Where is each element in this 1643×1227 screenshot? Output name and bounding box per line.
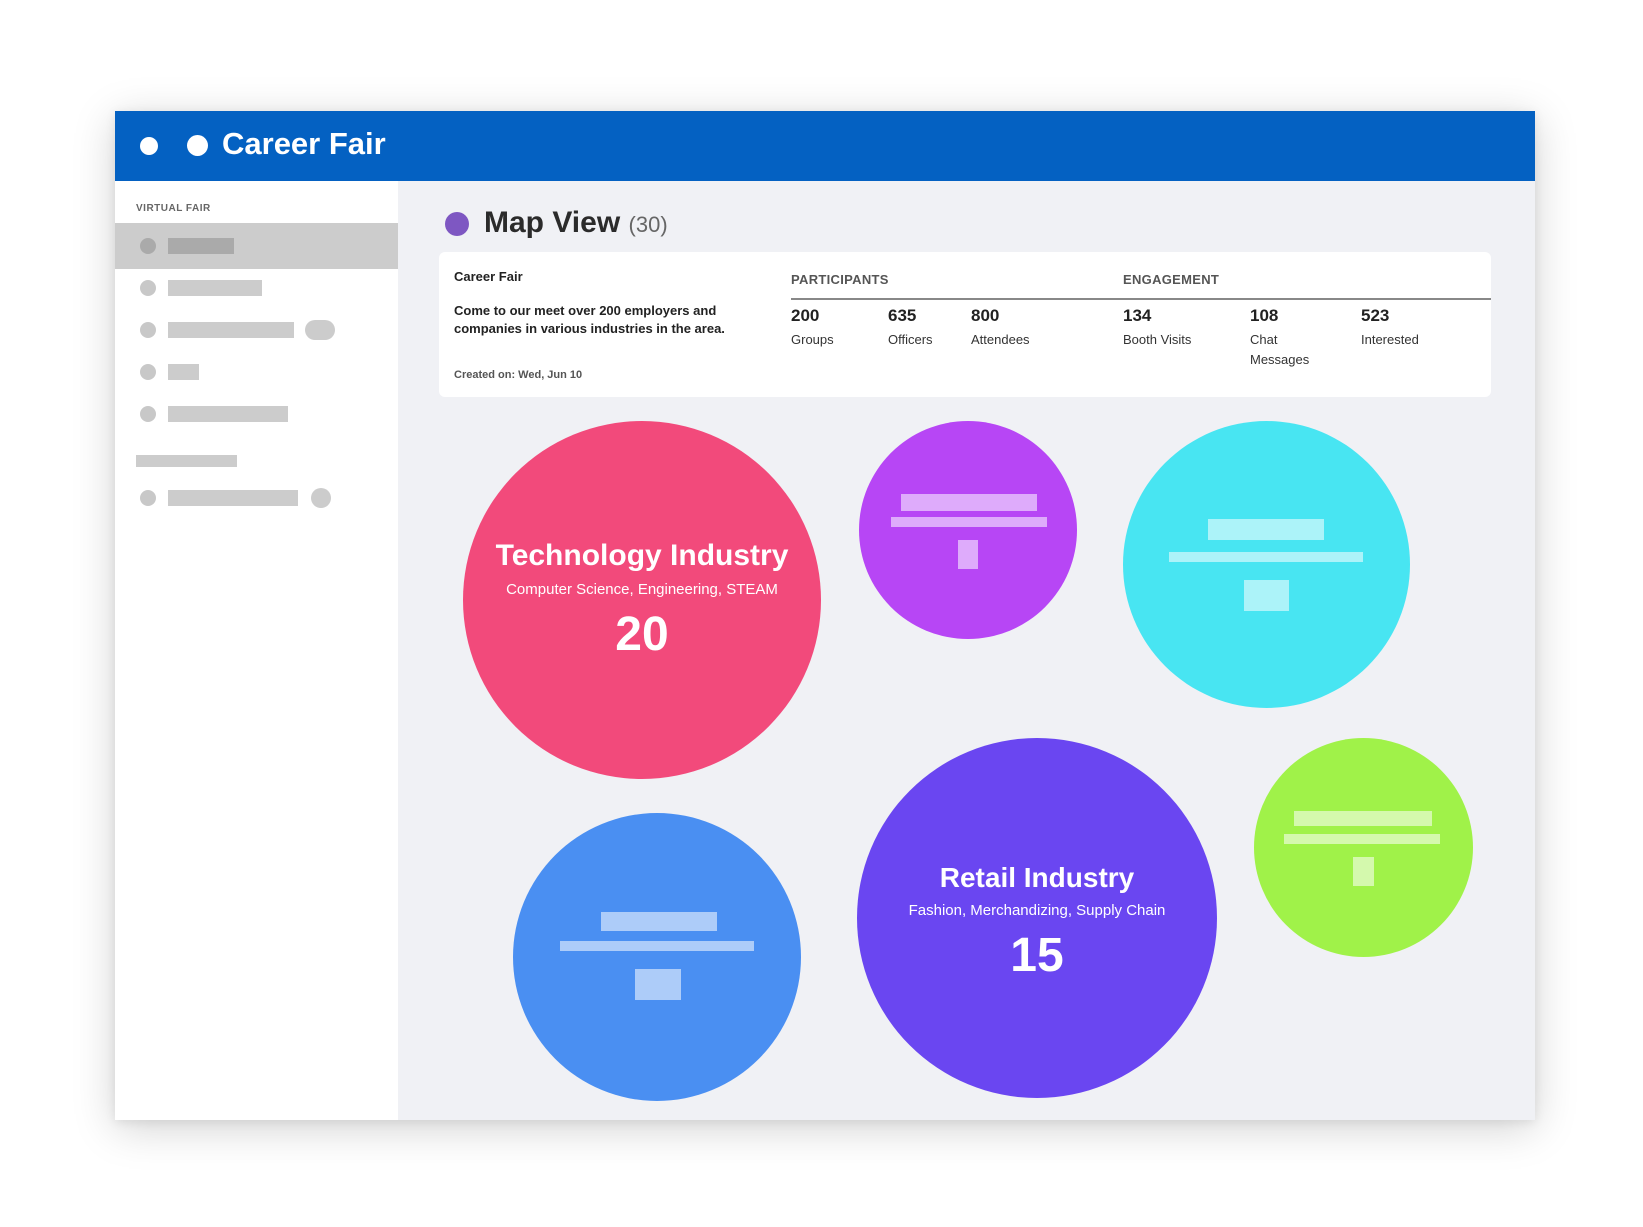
bubble-count: 15 xyxy=(1010,929,1064,982)
stat-value: 800 xyxy=(971,306,1000,325)
bubble-technology-industry[interactable]: Technology Industry Computer Science, En… xyxy=(463,421,821,779)
bubble-title-placeholder xyxy=(601,912,717,931)
stat-label: Groups xyxy=(791,332,834,347)
stat-value: 200 xyxy=(791,306,820,325)
page-title-text: Map View xyxy=(484,206,621,239)
bubble-placeholder-blue[interactable] xyxy=(513,813,801,1101)
sidebar-item-1[interactable] xyxy=(115,223,398,269)
sidebar: VIRTUAL FAIR xyxy=(115,181,398,1120)
sidebar-item-icon xyxy=(140,238,156,254)
bubble-title-placeholder xyxy=(1294,811,1432,826)
bubble-count-placeholder xyxy=(635,969,681,1000)
bubble-subtitle: Fashion, Merchandizing, Supply Chain xyxy=(908,902,1166,919)
app-logo-icon xyxy=(187,135,208,156)
stat-label: Interested xyxy=(1361,332,1419,347)
sidebar-item-badge xyxy=(305,320,335,340)
app-title: Career Fair xyxy=(222,126,386,161)
participants-header: PARTICIPANTS xyxy=(791,272,889,287)
top-bar: Career Fair xyxy=(115,111,1535,181)
bubble-placeholder-cyan[interactable] xyxy=(1123,421,1410,708)
sidebar-section-placeholder xyxy=(136,455,237,467)
sidebar-item-label-placeholder xyxy=(168,322,294,338)
sidebar-item-icon xyxy=(140,364,156,380)
sidebar-item-badge xyxy=(311,488,331,508)
event-name: Career Fair xyxy=(454,269,523,284)
bubble-count-placeholder xyxy=(1353,857,1374,886)
stat-value: 134 xyxy=(1123,306,1152,325)
bubble-subtitle: Computer Science, Engineering, STEAM xyxy=(506,581,778,598)
bubble-subtitle-placeholder xyxy=(1169,552,1363,562)
sidebar-item-icon xyxy=(140,490,156,506)
bubble-title: Retail Industry xyxy=(939,862,1135,893)
bubble-title: Technology Industry xyxy=(495,539,789,572)
stat-value: 108 xyxy=(1250,306,1279,325)
sidebar-item-icon xyxy=(140,406,156,422)
bubble-placeholder-green[interactable] xyxy=(1254,738,1473,957)
stat-label: Chat Messages xyxy=(1250,332,1310,367)
event-created-date: Created on: Wed, Jun 10 xyxy=(454,369,583,381)
sidebar-item-label-placeholder xyxy=(168,490,298,506)
map-view-icon xyxy=(445,212,469,236)
sidebar-item-label-placeholder xyxy=(168,364,199,380)
stat-value: 523 xyxy=(1361,306,1390,325)
sidebar-item-4[interactable] xyxy=(115,349,398,395)
bubble-subtitle-placeholder xyxy=(1284,834,1440,844)
bubble-placeholder-purple[interactable] xyxy=(859,421,1077,639)
page-title-count: (30) xyxy=(628,212,668,237)
stat-value: 635 xyxy=(888,306,917,325)
stat-label: Booth Visits xyxy=(1123,332,1192,347)
stat-label: Officers xyxy=(888,332,933,347)
bubble-count: 20 xyxy=(615,608,669,661)
event-summary-card: Career Fair Come to our meet over 200 em… xyxy=(439,252,1491,397)
sidebar-item-6[interactable] xyxy=(115,475,398,521)
event-description: Come to our meet over 200 employers and … xyxy=(454,303,725,336)
stat-booth-visits: 134 Booth Visits xyxy=(1123,306,1233,350)
stat-groups: 200 Groups xyxy=(791,306,901,350)
bubble-title-placeholder xyxy=(1208,519,1324,540)
engagement-header: ENGAGEMENT xyxy=(1123,272,1220,287)
menu-dot-icon[interactable] xyxy=(140,137,158,155)
sidebar-item-3[interactable] xyxy=(115,307,398,353)
bubble-count-placeholder xyxy=(1244,580,1289,611)
sidebar-item-label-placeholder xyxy=(168,280,262,296)
stat-interested: 523 Interested xyxy=(1361,306,1471,350)
sidebar-item-label-placeholder xyxy=(168,406,288,422)
bubble-title-placeholder xyxy=(901,494,1037,511)
sidebar-section-label: VIRTUAL FAIR xyxy=(136,203,211,214)
sidebar-item-2[interactable] xyxy=(115,265,398,311)
sidebar-item-icon xyxy=(140,322,156,338)
stat-attendees: 800 Attendees xyxy=(971,306,1081,350)
app-window: Career Fair VIRTUAL FAIR xyxy=(115,111,1535,1120)
stat-label: Attendees xyxy=(971,332,1030,347)
sidebar-item-5[interactable] xyxy=(115,391,398,437)
bubble-retail-industry[interactable]: Retail Industry Fashion, Merchandizing, … xyxy=(857,738,1217,1098)
stat-chat-messages: 108 Chat Messages xyxy=(1250,306,1330,370)
sidebar-item-icon xyxy=(140,280,156,296)
bubble-subtitle-placeholder xyxy=(560,941,754,951)
stats-divider xyxy=(791,298,1491,300)
stat-officers: 635 Officers xyxy=(888,306,998,350)
page-title: Map View (30) xyxy=(484,206,668,240)
bubble-count-placeholder xyxy=(958,540,978,569)
bubble-subtitle-placeholder xyxy=(891,517,1047,527)
sidebar-item-label-placeholder xyxy=(168,238,234,254)
